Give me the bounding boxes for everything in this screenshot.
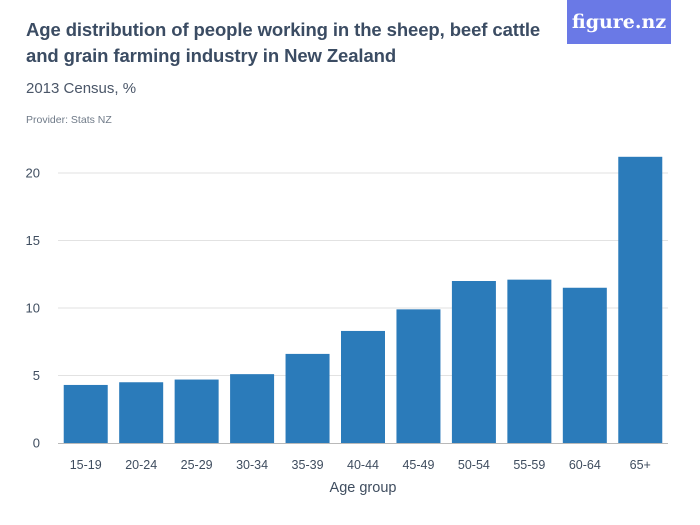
x-tick-label: 20-24 xyxy=(125,458,157,472)
bar xyxy=(63,384,108,443)
bar xyxy=(119,382,164,443)
bar xyxy=(562,287,607,443)
bar xyxy=(507,279,552,443)
x-tick-label: 60-64 xyxy=(569,458,601,472)
bar xyxy=(230,374,275,443)
data-provider: Provider: Stats NZ xyxy=(26,114,112,126)
x-tick-label: 55-59 xyxy=(513,458,545,472)
x-tick-label: 25-29 xyxy=(181,458,213,472)
bar xyxy=(618,156,663,444)
y-tick-label: 0 xyxy=(33,436,40,451)
chart-subtitle: 2013 Census, % xyxy=(26,80,137,97)
x-tick-label: 50-54 xyxy=(458,458,490,472)
x-tick-label: 30-34 xyxy=(236,458,268,472)
x-tick-label: 65+ xyxy=(630,458,651,472)
x-tick-label: 40-44 xyxy=(347,458,379,472)
bar xyxy=(451,281,496,443)
x-tick-label: 35-39 xyxy=(292,458,324,472)
chart-title: Age distribution of people working in th… xyxy=(26,19,541,66)
bar xyxy=(341,330,385,443)
bar xyxy=(396,309,441,443)
y-tick-label: 20 xyxy=(26,166,40,181)
y-tick-label: 5 xyxy=(33,368,40,383)
y-tick-label: 10 xyxy=(26,301,40,316)
bar xyxy=(285,353,330,443)
y-tick-label: 15 xyxy=(26,233,40,248)
x-tick-label: 45-49 xyxy=(402,458,434,472)
figure-nz-logo[interactable]: figure.nz xyxy=(567,0,671,44)
x-tick-label: 15-19 xyxy=(70,458,102,472)
x-axis-label: Age group xyxy=(330,480,397,496)
bar xyxy=(174,379,219,443)
